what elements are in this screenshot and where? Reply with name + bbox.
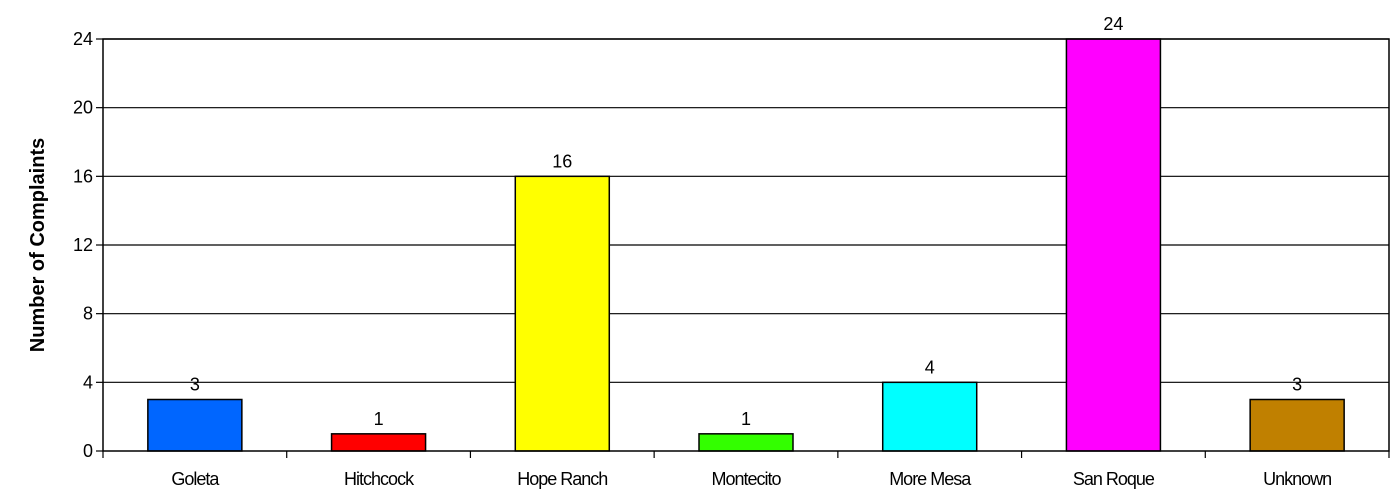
bar-san-roque xyxy=(1065,38,1162,452)
y-tick-label: 12 xyxy=(73,235,93,255)
data-label: 1 xyxy=(374,409,384,429)
y-axis-label: Number of Complaints xyxy=(27,138,49,352)
bar-goleta xyxy=(147,398,243,452)
y-tick-label: 20 xyxy=(73,98,93,118)
x-tick-label: Goleta xyxy=(171,469,220,489)
x-tick-label: Montecito xyxy=(711,469,781,489)
x-tick-label: More Mesa xyxy=(889,469,972,489)
bar-unknown xyxy=(1249,398,1345,452)
x-tick-label: Unknown xyxy=(1263,469,1331,489)
y-axis-ticks: 0 4 8 12 16 20 24 xyxy=(73,29,103,461)
data-label: 3 xyxy=(1292,375,1302,395)
y-tick-label: 0 xyxy=(83,441,93,461)
bar-more-mesa xyxy=(881,381,978,452)
bars xyxy=(147,38,1345,452)
data-label: 16 xyxy=(552,151,572,171)
x-tick-label: Hitchcock xyxy=(344,469,415,489)
y-tick-label: 16 xyxy=(73,166,93,186)
data-label: 3 xyxy=(190,375,200,395)
bar-montecito xyxy=(698,433,794,452)
x-tick-label: San Roque xyxy=(1073,469,1155,489)
bar-hitchcock xyxy=(330,433,427,452)
gridlines xyxy=(103,38,1389,383)
x-axis-ticks: Goleta Hitchcock Hope Ranch Montecito More M… xyxy=(102,451,1390,489)
x-tick-label: Hope Ranch xyxy=(517,469,607,489)
data-label: 24 xyxy=(1103,14,1123,34)
y-tick-label: 4 xyxy=(83,372,93,392)
y-tick-label: 8 xyxy=(83,304,93,324)
data-label: 4 xyxy=(925,357,935,377)
y-tick-label: 24 xyxy=(73,29,93,49)
data-label: 1 xyxy=(741,409,751,429)
bar-hope-ranch xyxy=(514,175,611,452)
